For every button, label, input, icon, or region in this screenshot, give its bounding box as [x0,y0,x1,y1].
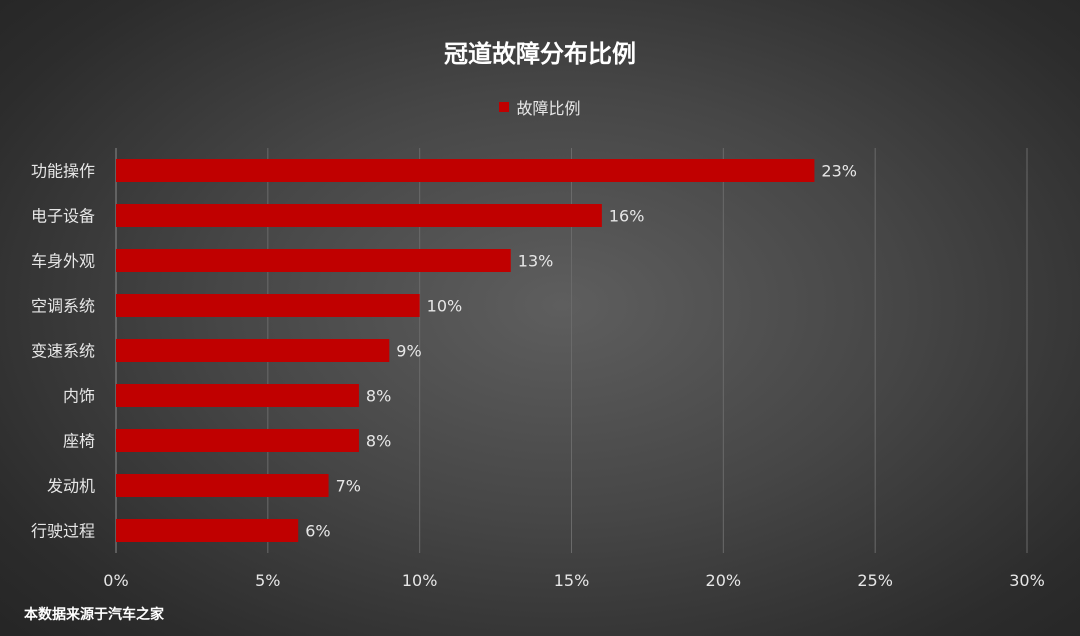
data-label: 6% [305,522,330,541]
data-label: 16% [609,207,645,226]
bar [116,294,420,317]
x-tick-label: 0% [103,571,128,590]
category-label: 电子设备 [31,207,95,226]
category-label: 车身外观 [31,252,95,271]
category-label: 行驶过程 [31,522,95,541]
legend-swatch [499,102,510,112]
x-tick-label: 15% [554,571,590,590]
legend-label: 故障比例 [516,99,581,118]
source-note: 本数据来源于汽车之家 [24,607,164,623]
chart-title: 冠道故障分布比例 [444,40,636,68]
bar [116,429,359,452]
bar [116,249,511,272]
category-label: 座椅 [63,432,95,451]
bar [116,339,390,362]
bar [116,384,359,407]
bar [116,519,299,542]
data-label: 8% [366,432,391,451]
bar [116,159,815,182]
x-tick-label: 20% [706,571,742,590]
data-label: 13% [518,252,554,271]
data-label: 23% [821,162,857,181]
x-tick-label: 25% [857,571,893,590]
data-label: 9% [396,342,421,361]
category-label: 内饰 [63,387,95,406]
category-label: 空调系统 [31,297,95,316]
bar [116,474,329,497]
bar [116,204,602,227]
x-tick-label: 30% [1009,571,1045,590]
data-label: 7% [336,477,361,496]
data-label: 8% [366,387,391,406]
data-label: 10% [427,297,463,316]
x-tick-label: 10% [402,571,438,590]
x-tick-label: 5% [255,571,280,590]
category-label: 发动机 [47,477,95,496]
legend: 故障比例 [0,95,1080,119]
category-label: 功能操作 [31,162,95,181]
category-label: 变速系统 [31,342,95,361]
